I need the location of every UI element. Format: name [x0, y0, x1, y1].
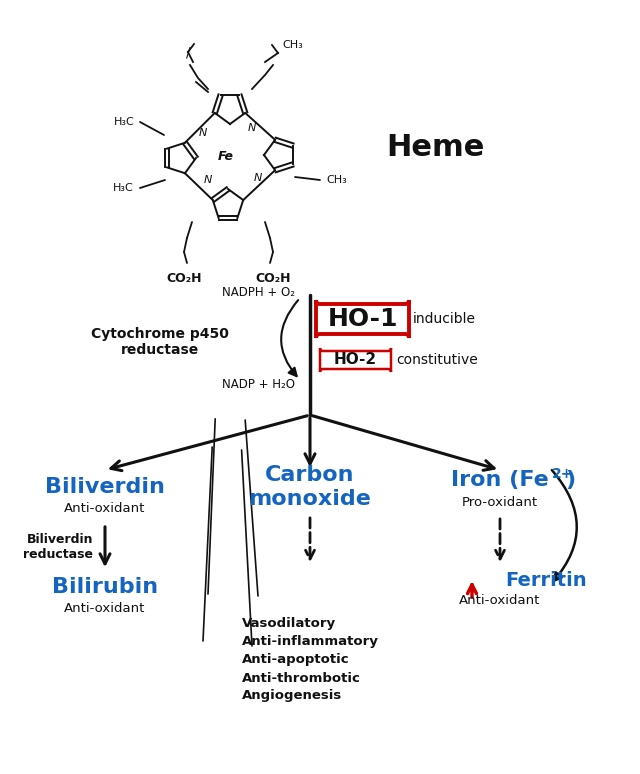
Text: Biliverdin: Biliverdin [45, 477, 165, 497]
Text: N: N [204, 175, 212, 185]
Text: Heme: Heme [386, 133, 484, 163]
Text: Anti-oxidant: Anti-oxidant [64, 601, 146, 615]
Text: Iron (Fe: Iron (Fe [451, 470, 549, 490]
Text: Biliverdin
reductase: Biliverdin reductase [23, 533, 93, 561]
Text: Vasodilatory
Anti-inflammatory
Anti-apoptotic
Anti-thrombotic
Angiogenesis: Vasodilatory Anti-inflammatory Anti-apop… [241, 618, 378, 703]
Text: CO₂H: CO₂H [166, 272, 202, 285]
Text: CO₂H: CO₂H [255, 272, 291, 285]
FancyBboxPatch shape [316, 300, 409, 338]
Text: Pro-oxidant: Pro-oxidant [462, 495, 538, 509]
FancyArrowPatch shape [552, 470, 577, 580]
Text: Anti-oxidant: Anti-oxidant [460, 594, 541, 607]
Text: H₃C: H₃C [115, 117, 135, 127]
Text: N: N [199, 128, 207, 138]
Text: NADP + H₂O: NADP + H₂O [222, 378, 295, 392]
Text: constitutive: constitutive [396, 353, 477, 367]
Text: CH₃: CH₃ [282, 40, 303, 50]
Text: N: N [248, 123, 256, 133]
Text: HO-2: HO-2 [334, 352, 377, 368]
Text: 2+: 2+ [552, 467, 573, 481]
Text: inducible: inducible [413, 312, 476, 326]
Text: ): ) [565, 470, 575, 490]
Text: /: / [186, 45, 190, 59]
Text: Fe: Fe [218, 149, 234, 163]
FancyBboxPatch shape [320, 348, 391, 372]
Text: N: N [254, 173, 262, 183]
Text: NADPH + O₂: NADPH + O₂ [222, 286, 295, 299]
Text: Cytochrome p450
reductase: Cytochrome p450 reductase [91, 327, 229, 357]
Text: HO-1: HO-1 [327, 307, 397, 331]
Text: CH₃: CH₃ [326, 175, 347, 185]
Text: Ferritin: Ferritin [505, 570, 587, 590]
Text: Anti-oxidant: Anti-oxidant [64, 502, 146, 515]
Text: Carbon
monoxide: Carbon monoxide [248, 465, 371, 509]
Text: Bilirubin: Bilirubin [52, 577, 158, 597]
Text: H₃C: H₃C [113, 183, 134, 193]
FancyArrowPatch shape [281, 300, 298, 376]
